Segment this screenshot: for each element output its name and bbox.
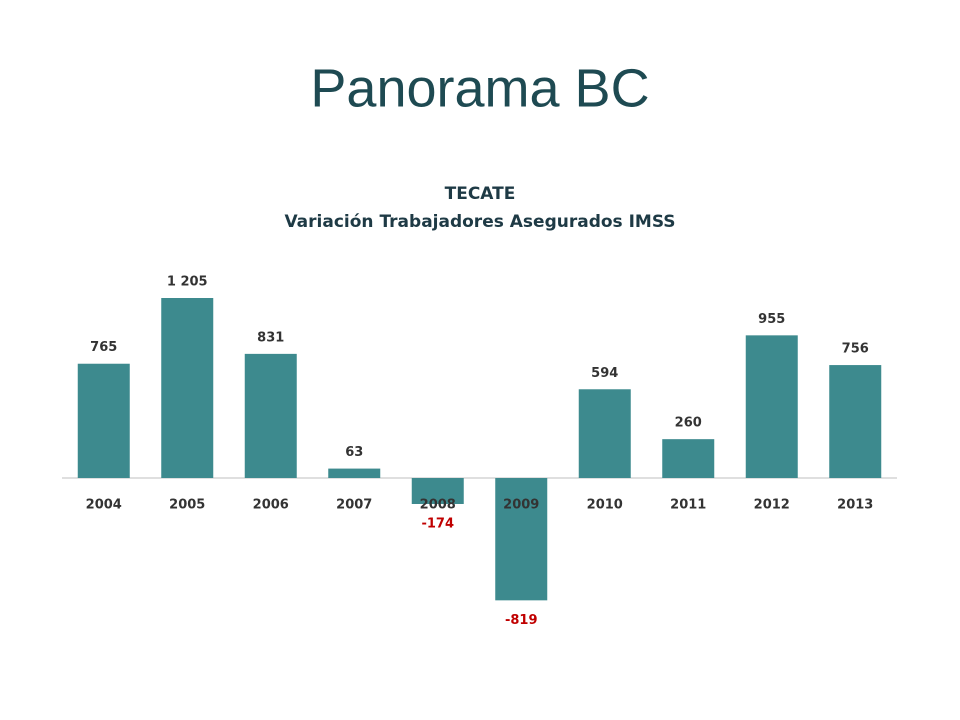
bar	[161, 298, 214, 478]
x-tick-label: 2007	[336, 498, 372, 513]
value-label: 594	[591, 366, 618, 381]
bar	[77, 363, 130, 478]
x-tick-label: 2013	[837, 498, 873, 513]
bar	[328, 468, 381, 478]
chart-title: TECATE	[445, 184, 516, 204]
x-tick-label: 2004	[86, 498, 122, 513]
bar	[244, 353, 297, 478]
value-label: 831	[257, 330, 284, 345]
bar	[578, 389, 631, 478]
value-label: -174	[421, 516, 454, 531]
bar	[411, 478, 464, 504]
chart-subtitle: Variación Trabajadores Asegurados IMSS	[284, 212, 675, 232]
bar	[829, 365, 882, 478]
value-label: 756	[842, 342, 869, 357]
value-label: 955	[758, 312, 785, 327]
x-tick-label: 2009	[503, 498, 539, 513]
x-tick-label: 2012	[754, 498, 790, 513]
value-label: 1 205	[167, 275, 208, 290]
bar	[495, 478, 548, 601]
value-label: 63	[345, 445, 363, 460]
x-tick-label: 2011	[670, 498, 706, 513]
slide-title: Panorama BC	[310, 58, 649, 118]
value-label: 260	[675, 416, 702, 431]
bar	[745, 335, 798, 478]
bar	[662, 439, 715, 478]
x-tick-label: 2008	[420, 498, 456, 513]
value-label: -819	[505, 613, 538, 628]
x-tick-label: 2006	[253, 498, 289, 513]
value-label: 765	[90, 340, 117, 355]
x-tick-label: 2005	[169, 498, 205, 513]
x-tick-label: 2010	[587, 498, 623, 513]
